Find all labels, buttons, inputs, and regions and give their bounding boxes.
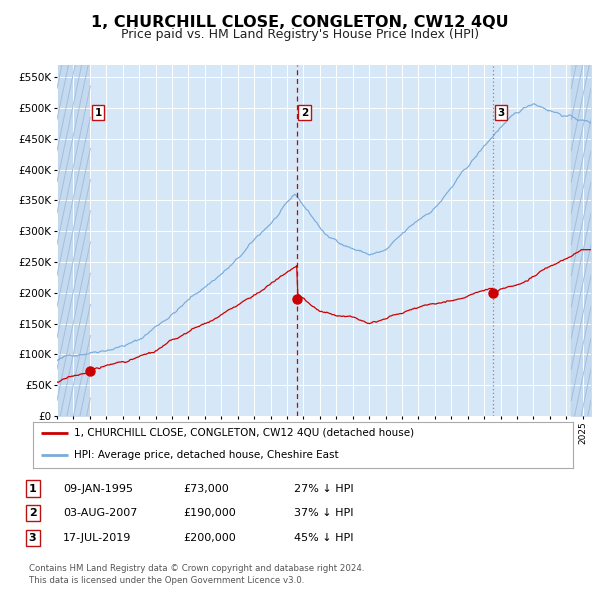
- Text: Contains HM Land Registry data © Crown copyright and database right 2024.
This d: Contains HM Land Registry data © Crown c…: [29, 565, 364, 585]
- Text: 3: 3: [29, 533, 37, 543]
- Text: 27% ↓ HPI: 27% ↓ HPI: [294, 484, 353, 493]
- Text: 17-JUL-2019: 17-JUL-2019: [63, 533, 131, 543]
- Text: 03-AUG-2007: 03-AUG-2007: [63, 509, 137, 518]
- Text: 2: 2: [29, 509, 37, 518]
- Text: 1, CHURCHILL CLOSE, CONGLETON, CW12 4QU (detached house): 1, CHURCHILL CLOSE, CONGLETON, CW12 4QU …: [74, 428, 413, 438]
- Text: HPI: Average price, detached house, Cheshire East: HPI: Average price, detached house, Ches…: [74, 450, 338, 460]
- Text: 1, CHURCHILL CLOSE, CONGLETON, CW12 4QU: 1, CHURCHILL CLOSE, CONGLETON, CW12 4QU: [91, 15, 509, 30]
- Text: 1: 1: [94, 108, 102, 118]
- Text: £190,000: £190,000: [183, 509, 236, 518]
- Text: £73,000: £73,000: [183, 484, 229, 493]
- Text: 37% ↓ HPI: 37% ↓ HPI: [294, 509, 353, 518]
- Text: 09-JAN-1995: 09-JAN-1995: [63, 484, 133, 493]
- Text: 1: 1: [29, 484, 37, 493]
- Text: £200,000: £200,000: [183, 533, 236, 543]
- Text: 3: 3: [497, 108, 505, 118]
- Text: Price paid vs. HM Land Registry's House Price Index (HPI): Price paid vs. HM Land Registry's House …: [121, 28, 479, 41]
- Text: 45% ↓ HPI: 45% ↓ HPI: [294, 533, 353, 543]
- Text: 2: 2: [301, 108, 308, 118]
